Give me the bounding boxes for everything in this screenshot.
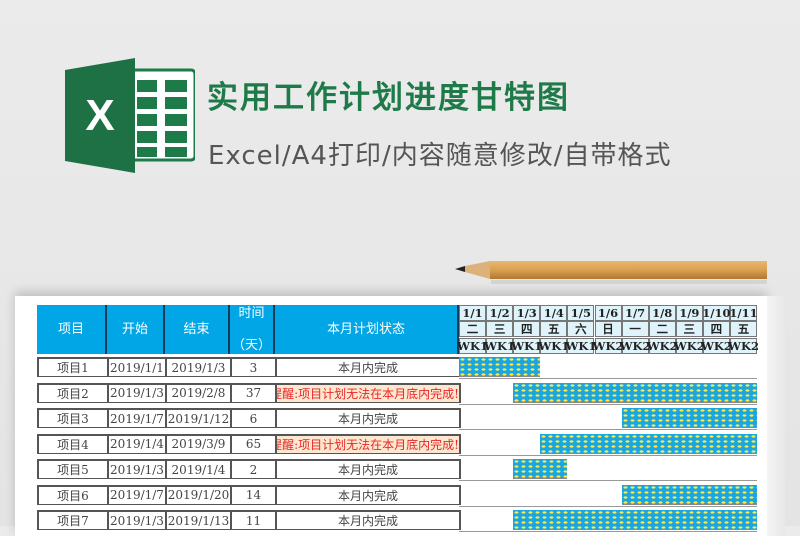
cell-days[interactable]: 2	[230, 459, 275, 479]
cell-name[interactable]: 项目5	[37, 459, 107, 479]
gantt-weekday-header: 四	[702, 321, 730, 338]
cell-name[interactable]: 项目4	[37, 433, 107, 454]
gantt-week-header: WK2	[700, 337, 732, 354]
gantt-bar	[513, 382, 758, 403]
cell-days[interactable]: 6	[230, 408, 275, 428]
cell-start[interactable]: 2019/1/3	[107, 510, 165, 530]
cell-end[interactable]: 2019/2/8	[165, 382, 230, 403]
pencil-icon	[455, 261, 767, 284]
cell-status[interactable]: 提醒:项目计划无法在本月底内完成!	[275, 433, 461, 454]
header-start: 开始	[107, 305, 165, 354]
svg-text:X: X	[85, 91, 114, 140]
gantt-week-header: WK1	[511, 337, 543, 354]
gantt-week-header: WK1	[538, 337, 570, 354]
gantt-row-line	[459, 531, 757, 532]
cell-end[interactable]: 2019/1/13	[165, 510, 230, 530]
gantt-week-header: WK1	[565, 337, 597, 354]
cell-end[interactable]: 2019/1/3	[165, 357, 230, 377]
header-days: 时间 （天）	[230, 305, 275, 354]
gantt-date-header: 1/3	[513, 305, 541, 321]
gantt-bar	[459, 357, 541, 377]
header-days-line1: 时间	[238, 305, 265, 321]
gantt-row-line	[459, 454, 757, 456]
gantt-weekday-header: 四	[513, 321, 541, 338]
cell-days[interactable]: 65	[230, 433, 275, 454]
gantt-date-header: 1/8	[648, 305, 676, 321]
gantt-date-header: 1/6	[594, 305, 622, 321]
gantt-week-header: WK2	[728, 337, 759, 354]
cell-start[interactable]: 2019/1/7	[107, 408, 165, 428]
gantt-bar	[513, 459, 568, 479]
cell-end[interactable]: 2019/3/9	[165, 433, 230, 454]
gantt-date-header: 1/4	[540, 305, 568, 321]
gantt-weekday-header: 六	[567, 321, 595, 338]
cell-end[interactable]: 2019/1/4	[165, 459, 230, 479]
gantt-weekday-header: 五	[540, 321, 568, 338]
gantt-weekday-header: 二	[648, 321, 676, 338]
excel-logo-icon: X	[65, 58, 195, 173]
cell-start[interactable]: 2019/1/4	[107, 433, 165, 454]
gantt-row-line	[459, 403, 757, 405]
gantt-date-header: 1/1	[459, 305, 486, 321]
header-project: 项目	[37, 305, 107, 354]
page-title: 实用工作计划进度甘特图	[207, 80, 570, 116]
cell-start[interactable]: 2019/1/3	[107, 382, 165, 403]
gantt-bar	[621, 408, 758, 428]
page-subtitle: Excel/A4打印/内容随意修改/自带格式	[208, 141, 672, 171]
header-end: 结束	[165, 305, 230, 354]
gantt-weekday-header: 日	[594, 321, 622, 338]
cell-end[interactable]: 2019/1/12	[165, 408, 230, 428]
cell-status[interactable]: 本月内完成	[275, 484, 461, 505]
gantt-week-header: WK2	[592, 337, 624, 354]
cell-name[interactable]: 项目3	[37, 408, 107, 428]
gantt-bar	[513, 510, 758, 530]
gantt-row-line	[459, 378, 757, 379]
gantt-date-header: 1/2	[486, 305, 514, 321]
gantt-week-header: WK1	[484, 337, 516, 354]
cell-status[interactable]: 本月内完成	[275, 408, 461, 428]
gantt-bar	[621, 484, 758, 505]
cell-name[interactable]: 项目6	[37, 484, 107, 505]
gantt-week-header: WK2	[646, 337, 678, 354]
gantt-weekday-header: 一	[621, 321, 649, 338]
gantt-date-header: 1/10	[702, 305, 731, 321]
cell-status[interactable]: 本月内完成	[275, 357, 461, 377]
cell-status[interactable]: 本月内完成	[275, 510, 461, 530]
cell-name[interactable]: 项目1	[37, 357, 107, 377]
cell-start[interactable]: 2019/1/7	[107, 484, 165, 505]
cell-days[interactable]: 14	[230, 484, 275, 505]
gantt-bar	[540, 433, 758, 454]
gantt-date-header: 1/11	[729, 305, 758, 321]
header-status: 本月计划状态	[275, 305, 459, 354]
gantt-date-header: 1/7	[621, 305, 649, 321]
gantt-weekday-header: 二	[459, 321, 486, 338]
gantt-week-header: WK2	[619, 337, 651, 354]
cell-start[interactable]: 2019/1/1	[107, 357, 165, 377]
cell-days[interactable]: 11	[230, 510, 275, 530]
gantt-row-line	[459, 505, 757, 507]
gantt-weekday-header: 五	[730, 321, 757, 338]
cell-name[interactable]: 项目2	[37, 382, 107, 403]
cell-days[interactable]: 37	[230, 382, 275, 403]
cell-name[interactable]: 项目7	[37, 510, 107, 530]
gantt-row-line	[459, 480, 757, 481]
cell-status[interactable]: 本月内完成	[275, 459, 461, 479]
cell-start[interactable]: 2019/1/3	[107, 459, 165, 479]
gantt-row-line	[459, 429, 757, 430]
gantt-weekday-header: 三	[486, 321, 514, 338]
cell-days[interactable]: 3	[230, 357, 275, 377]
header-days-line2: （天）	[231, 337, 271, 353]
gantt-week-header: WK2	[673, 337, 705, 354]
gantt-date-header: 1/5	[567, 305, 595, 321]
cell-status[interactable]: 提醒:项目计划无法在本月底内完成!	[275, 382, 461, 403]
cell-end[interactable]: 2019/1/20	[165, 484, 230, 505]
gantt-week-header: WK1	[457, 337, 488, 354]
gantt-date-header: 1/9	[675, 305, 703, 321]
gantt-weekday-header: 三	[675, 321, 703, 338]
